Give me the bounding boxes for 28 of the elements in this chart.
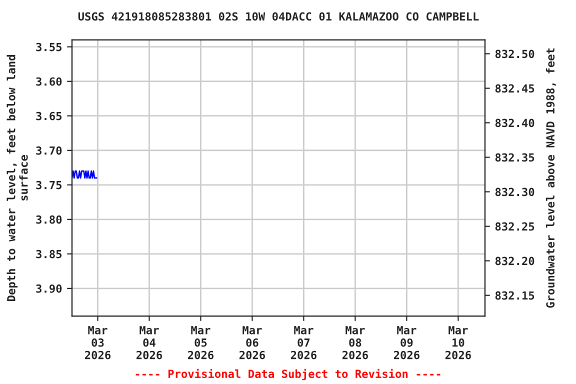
y2-tick-label: 832.25 bbox=[495, 222, 534, 231]
x-tick-label: Mar 04 2026 bbox=[136, 326, 162, 360]
y2-tick-label: 832.30 bbox=[495, 188, 534, 196]
text: ---- Provisional Data Subject to Revision ---- bbox=[136, 368, 440, 380]
chart-title: USGS 421918085283801 02S 10W 04DACC 01 KALAMAZOO CO CAMPBELL bbox=[78, 12, 479, 21]
y2-tick-label: 832.15 bbox=[495, 291, 534, 300]
y-tick-label: 3.60 bbox=[36, 77, 62, 86]
y-axis-title: Depth to water level, feet below land surface bbox=[6, 55, 28, 301]
y2-tick-label: 832.35 bbox=[495, 153, 534, 162]
y-tick-label: 3.55 bbox=[36, 42, 62, 52]
x-tick-label: Mar 05 2026 bbox=[188, 326, 214, 360]
x-tick-label: Mar 10 2026 bbox=[445, 326, 471, 360]
y2-tick-label: 832.50 bbox=[495, 50, 534, 58]
y2-tick-label: 832.20 bbox=[495, 256, 534, 266]
x-tick-label: Mar 07 2026 bbox=[290, 326, 316, 360]
y-tick-label: 3.65 bbox=[36, 112, 62, 120]
y2-axis-title: Groundwater level above NAVD 1988, feet bbox=[546, 48, 556, 308]
y-tick-label: 3.75 bbox=[36, 180, 62, 190]
y2-tick-label: 832.45 bbox=[495, 84, 534, 93]
x-tick-label: Mar 03 2026 bbox=[84, 326, 111, 360]
y-tick-label: 3.70 bbox=[36, 146, 62, 155]
y-tick-label: 3.90 bbox=[36, 284, 62, 293]
x-tick-label: Mar 09 2026 bbox=[394, 326, 420, 360]
y-tick-label: 3.80 bbox=[36, 215, 62, 224]
y2-tick-label: 832.40 bbox=[495, 118, 534, 128]
x-tick-label: Mar 06 2026 bbox=[239, 326, 265, 360]
y-tick-label: 3.85 bbox=[36, 250, 62, 258]
x-tick-label: Mar 08 2026 bbox=[342, 326, 368, 360]
